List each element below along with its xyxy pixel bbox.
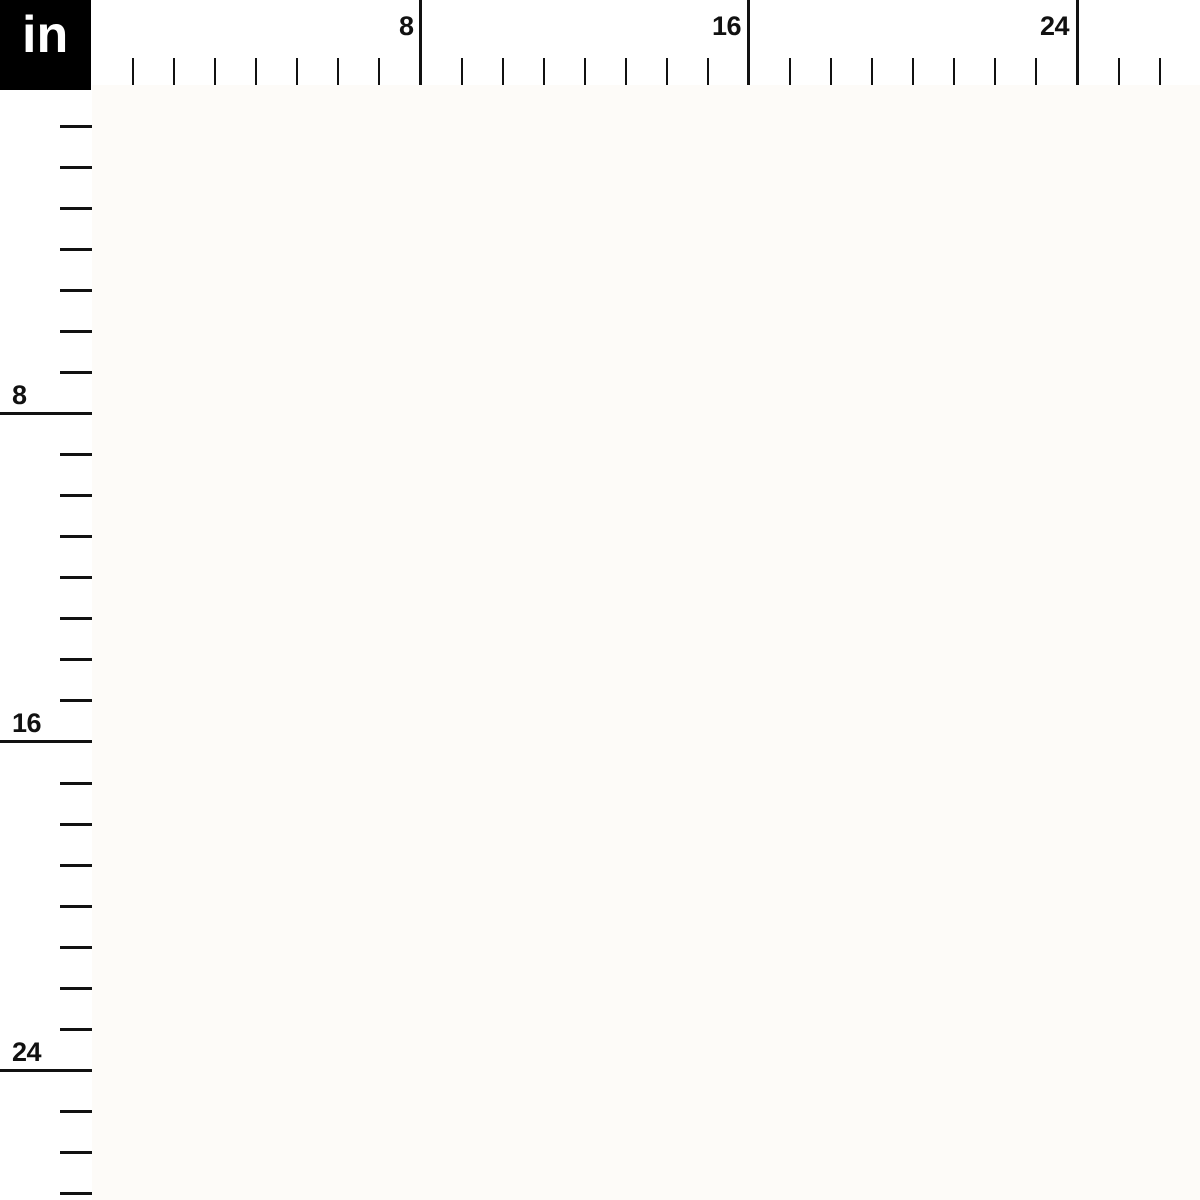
unit-badge-label: in — [22, 6, 69, 64]
ruler-left-minor-tick — [60, 699, 92, 703]
ruler-top-minor-tick — [994, 58, 997, 85]
ruler-top-minor-tick — [255, 58, 258, 85]
unit-badge[interactable]: in — [0, 0, 91, 90]
ruler-top-minor-tick — [871, 58, 874, 85]
ruler-left-minor-tick — [60, 863, 92, 867]
ruler-left-major-tick — [0, 740, 92, 744]
ruler-left-minor-tick — [60, 1027, 92, 1031]
ruler-left-label: 8 — [12, 380, 27, 410]
ruler-left-minor-tick — [60, 329, 92, 333]
ruler-top-label: 24 — [1040, 11, 1070, 41]
ruler-top-minor-tick — [953, 58, 956, 85]
ruler-top-minor-tick — [378, 58, 381, 85]
ruler-top-minor-tick — [501, 58, 504, 85]
ruler-top-minor-tick — [1158, 58, 1161, 85]
ruler-top-label: 8 — [399, 11, 414, 41]
ruler-top-minor-tick — [583, 58, 586, 85]
ruler-left: 8 16 24 — [0, 0, 92, 1200]
ruler-top: 8 16 24 — [0, 0, 1200, 85]
ruler-top-minor-tick — [132, 58, 135, 85]
ruler-top-minor-tick — [296, 58, 299, 85]
ruler-top-minor-tick — [1035, 58, 1038, 85]
ruler-top-minor-tick — [830, 58, 833, 85]
ruler-left-minor-tick — [60, 206, 92, 210]
ruler-left-minor-tick — [60, 617, 92, 621]
ruler-left-label: 16 — [12, 708, 42, 738]
ruler-top-minor-tick — [1117, 58, 1120, 85]
ruler-left-minor-tick — [60, 124, 92, 128]
ruler-top-minor-tick — [912, 58, 915, 85]
ruler-left-minor-tick — [60, 535, 92, 539]
ruler-top-major-tick — [747, 0, 751, 85]
ruler-top-minor-tick — [337, 58, 340, 85]
bear-pattern-svg — [92, 85, 1200, 1200]
ruler-left-minor-tick — [60, 822, 92, 826]
ruler-left-minor-tick — [60, 1192, 92, 1196]
ruler-left-minor-tick — [60, 781, 92, 785]
ruler-left-minor-tick — [60, 247, 92, 251]
ruler-top-minor-tick — [624, 58, 627, 85]
ruler-left-minor-tick — [60, 453, 92, 457]
ruler-top-minor-tick — [706, 58, 709, 85]
ruler-top-minor-tick — [789, 58, 792, 85]
ruler-top-minor-tick — [665, 58, 668, 85]
fabric-pattern-area — [92, 85, 1200, 1200]
ruler-top-minor-tick — [542, 58, 545, 85]
ruler-left-minor-tick — [60, 165, 92, 169]
ruler-top-minor-tick — [460, 58, 463, 85]
ruler-top-minor-tick — [214, 58, 217, 85]
ruler-left-minor-tick — [60, 904, 92, 908]
ruler-left-major-tick — [0, 411, 92, 415]
ruler-left-minor-tick — [60, 986, 92, 990]
ruler-left-minor-tick — [60, 945, 92, 949]
ruler-left-minor-tick — [60, 576, 92, 580]
ruler-top-label: 16 — [712, 11, 742, 41]
ruler-left-major-tick — [0, 1068, 92, 1072]
ruler-left-minor-tick — [60, 1151, 92, 1155]
ruler-left-minor-tick — [60, 288, 92, 292]
ruler-left-minor-tick — [60, 1110, 92, 1113]
ruler-top-major-tick — [418, 0, 422, 85]
ruler-left-minor-tick — [60, 370, 92, 374]
ruler-left-label: 24 — [12, 1037, 42, 1067]
ruler-top-major-tick — [1075, 0, 1079, 85]
ruler-left-minor-tick — [60, 658, 92, 662]
ruler-top-minor-tick — [173, 58, 176, 85]
ruler-left-minor-tick — [60, 494, 92, 498]
